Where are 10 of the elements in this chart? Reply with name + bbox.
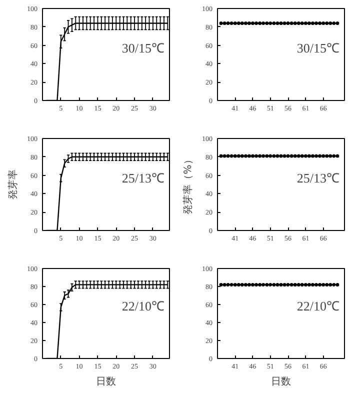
- x-axis-title: 日数: [271, 376, 291, 388]
- annotation: 22/10℃: [122, 298, 165, 314]
- y-axis-title: 発芽率: [7, 170, 19, 200]
- annotation: 30/15℃: [122, 40, 165, 56]
- annotation: 25/13℃: [296, 170, 340, 186]
- annotation: 25/13℃: [122, 170, 165, 186]
- annotation: 22/10℃: [296, 298, 340, 314]
- x-axis-title: 日数: [96, 376, 116, 388]
- annotation: 30/15℃: [296, 40, 340, 56]
- y-axis-title: 発芽率（%）: [182, 154, 194, 214]
